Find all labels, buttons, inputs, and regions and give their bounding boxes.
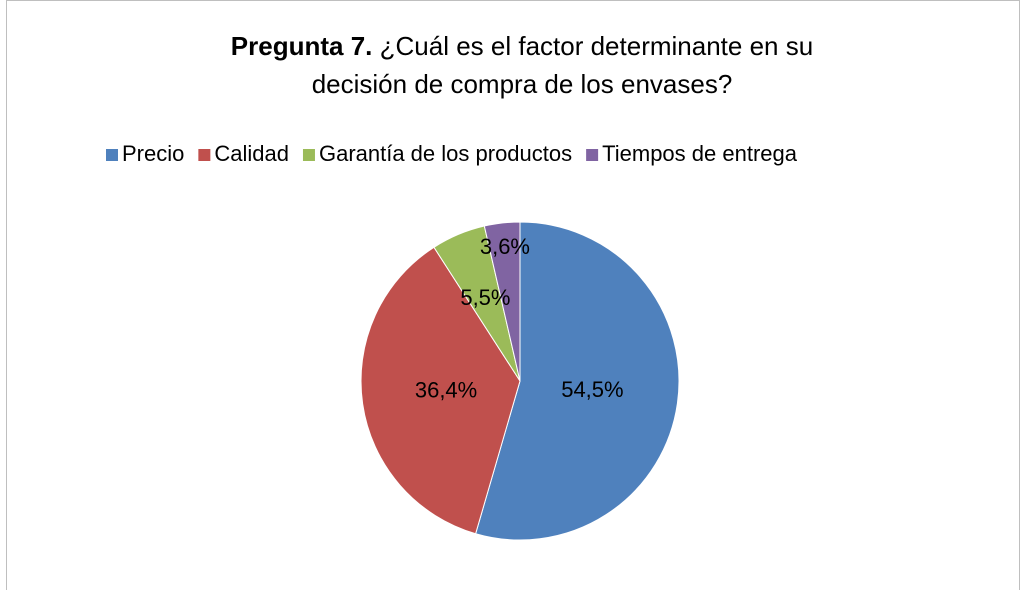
legend-label: Tiempos de entrega	[602, 141, 798, 166]
data-label: 54,5%	[561, 377, 623, 402]
chart-title: Pregunta 7. ¿Cuál es el factor determina…	[231, 31, 813, 61]
pie-slice	[360, 246, 521, 535]
pie-slice	[483, 221, 521, 382]
pie-slice	[475, 221, 680, 541]
legend-swatch	[302, 149, 315, 161]
legend-swatch	[586, 149, 599, 161]
legend-label: Precio	[122, 141, 184, 166]
legend-swatch	[106, 149, 118, 161]
data-label: 3,6%	[480, 234, 530, 259]
title-bold: Pregunta 7.	[231, 31, 373, 61]
legend-label: Garantía de los productos	[319, 141, 572, 166]
data-label: 36,4%	[415, 378, 477, 403]
legend-swatch	[198, 149, 211, 161]
legend-label: Calidad	[214, 141, 289, 166]
chart-title: decisión de compra de los envases?	[312, 69, 733, 99]
title-text: ¿Cuál es el factor determinante en su	[380, 31, 814, 61]
data-label: 5,5%	[460, 285, 510, 310]
